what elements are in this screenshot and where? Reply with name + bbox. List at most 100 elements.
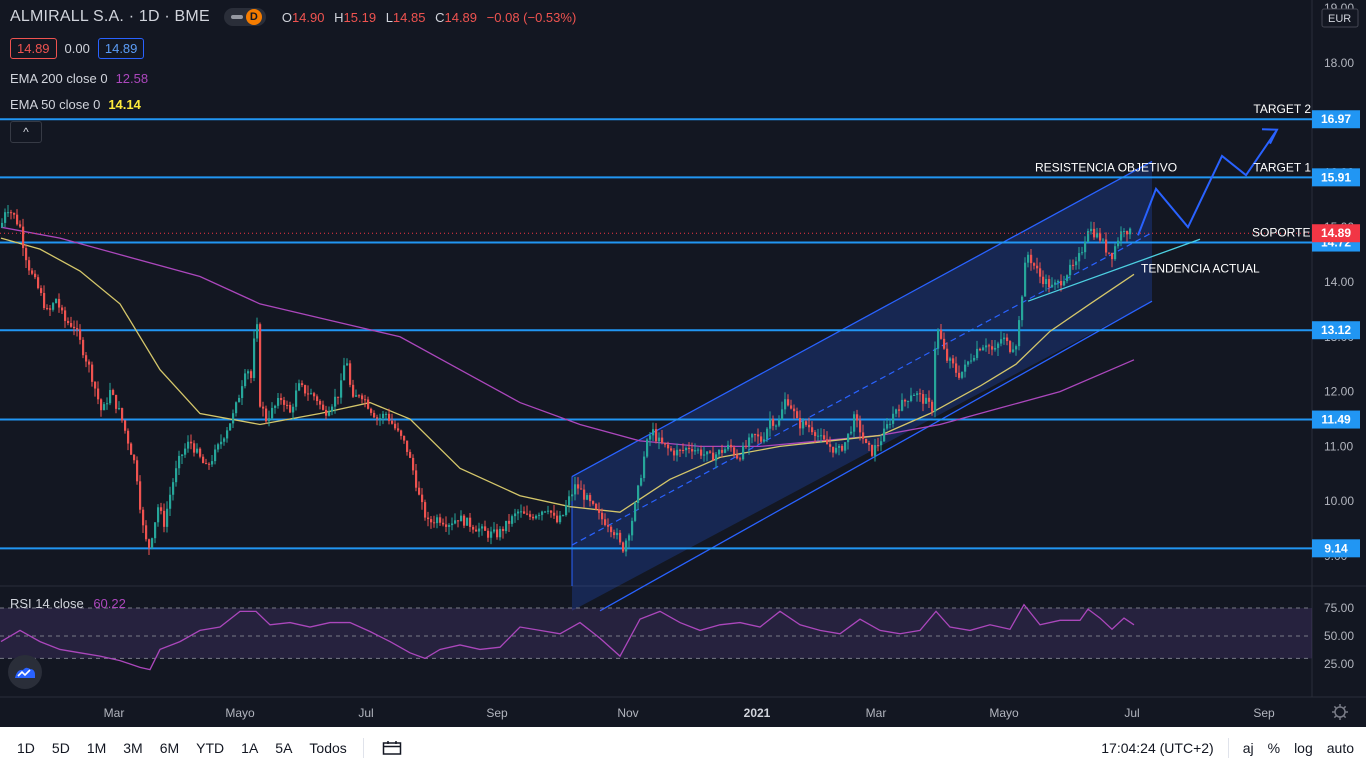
candle-body	[808, 424, 811, 428]
ema200-legend[interactable]: EMA 200 close 0 12.58	[10, 71, 149, 86]
candle-body	[82, 339, 85, 356]
candle-body	[31, 270, 34, 274]
date-range-icon[interactable]	[382, 740, 402, 756]
candle-body	[964, 364, 967, 372]
candle-body	[1084, 242, 1087, 253]
candle-body	[325, 409, 328, 416]
candle-body	[775, 425, 778, 427]
candle-body	[712, 452, 715, 461]
candle-body	[700, 449, 703, 456]
candle-body	[1000, 339, 1003, 344]
candle-body	[208, 463, 211, 465]
candle-body	[547, 510, 550, 512]
timeframe-ytd[interactable]: YTD	[196, 739, 225, 756]
candle-body	[1027, 254, 1030, 263]
candle-body	[736, 454, 739, 459]
candle-body	[55, 298, 58, 304]
candle-body	[619, 532, 622, 543]
candle-body	[250, 371, 253, 378]
candle-body	[391, 420, 394, 424]
timeframe-1m[interactable]: 1M	[86, 739, 107, 756]
ask-box[interactable]: 14.89	[97, 38, 145, 59]
candle-body	[931, 401, 934, 412]
log-toggle[interactable]: log	[1294, 739, 1313, 756]
candle-body	[904, 399, 907, 402]
candle-body	[889, 423, 892, 425]
candle-body	[526, 513, 529, 515]
timeframe-3m[interactable]: 3M	[123, 739, 143, 756]
timeframe-6m[interactable]: 6M	[159, 739, 180, 756]
ema50-legend[interactable]: EMA 50 close 0 14.14	[10, 97, 141, 112]
x-tick-label: Nov	[617, 706, 638, 720]
candle-body	[199, 448, 202, 457]
timeframe-5d[interactable]: 5D	[51, 739, 70, 756]
candle-body	[1012, 349, 1015, 352]
percent-toggle[interactable]: %	[1267, 739, 1281, 756]
candle-body	[28, 260, 31, 271]
candle-body	[610, 526, 613, 533]
candle-body	[295, 390, 298, 407]
timeframe-1a[interactable]: 1A	[241, 739, 259, 756]
candle-body	[730, 444, 733, 448]
timeframe-todos[interactable]: Todos	[309, 739, 347, 756]
candle-body	[928, 397, 931, 402]
candle-body	[253, 338, 256, 378]
candle-body	[541, 511, 544, 515]
candle-body	[1099, 232, 1102, 241]
candle-body	[406, 440, 409, 452]
candle-body	[937, 330, 940, 349]
candle-body	[502, 528, 505, 532]
timeframe-5a[interactable]: 5A	[275, 739, 293, 756]
candle-body	[961, 371, 964, 378]
adjust-toggle[interactable]: aj	[1242, 739, 1254, 756]
candle-body	[310, 393, 313, 395]
candle-body	[628, 535, 631, 541]
annotation-target2: TARGET 2	[1253, 102, 1311, 116]
timeframe-1d[interactable]: 1D	[17, 739, 35, 756]
candle-body	[118, 408, 121, 410]
candle-body	[76, 328, 79, 330]
candle-body	[811, 427, 814, 433]
annotation-tendencia: TENDENCIA ACTUAL	[1141, 262, 1260, 276]
current-price-badge	[1312, 224, 1360, 243]
clock-time[interactable]: 17:04:24 (UTC+2)	[1101, 739, 1214, 756]
candle-body	[703, 454, 706, 456]
candle-body	[172, 482, 175, 495]
symbol-title[interactable]: ALMIRALL S.A. · 1D · BME	[10, 8, 210, 25]
level-price-badge	[1312, 539, 1360, 558]
candle-body	[22, 226, 25, 249]
candle-body	[568, 496, 571, 506]
candle-body	[136, 460, 139, 482]
open-value: 14.90	[291, 9, 325, 25]
candle-body	[151, 538, 154, 548]
auto-toggle[interactable]: auto	[1326, 739, 1354, 756]
candle-body	[934, 348, 937, 412]
candle-body	[1066, 275, 1069, 282]
rsi-legend[interactable]: RSI 14 close 60.22	[10, 596, 126, 611]
bid-box[interactable]: 14.89	[10, 38, 57, 59]
level-price-label: 11.49	[1321, 413, 1351, 427]
candle-body	[721, 449, 724, 453]
candle-body	[847, 433, 850, 443]
collapse-legend-button[interactable]: ^	[10, 121, 42, 143]
candle-body	[25, 248, 28, 261]
candle-body	[670, 448, 673, 451]
candle-body	[907, 400, 910, 402]
candle-body	[1090, 228, 1093, 232]
candle-body	[943, 338, 946, 349]
candle-body	[292, 406, 295, 413]
candle-body	[616, 532, 619, 536]
candle-body	[733, 447, 736, 455]
tradingview-logo-icon[interactable]	[8, 655, 42, 689]
candle-body	[1111, 252, 1114, 260]
candle-body	[412, 457, 415, 471]
candle-body	[445, 524, 448, 527]
candle-body	[34, 273, 37, 278]
market-status-pill[interactable]: D	[223, 8, 266, 26]
candle-body	[571, 494, 574, 497]
candle-body	[1129, 228, 1132, 235]
candle-body	[346, 363, 349, 366]
candle-body	[220, 441, 223, 445]
candle-body	[19, 224, 22, 227]
price-chart[interactable]: 9.0010.0011.0012.0013.0014.0015.0016.001…	[0, 0, 1366, 727]
